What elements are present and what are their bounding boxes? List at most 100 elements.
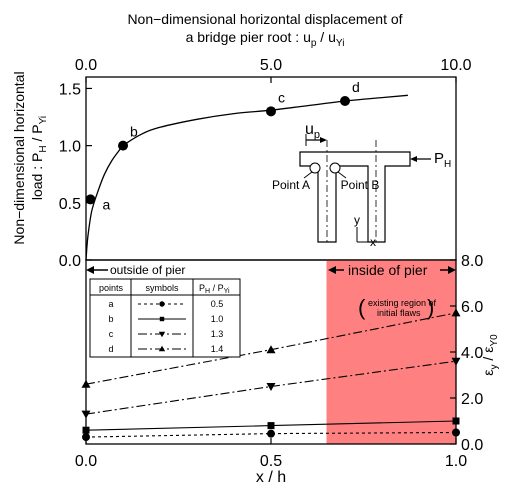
inset-axis-y-label: y <box>354 213 360 227</box>
flaws-paren-open: ( <box>358 295 366 320</box>
lower-y-label: εy / εY0 <box>480 334 500 376</box>
legend-symbol-marker-d <box>158 345 166 352</box>
flaws-label-line2: initial flaws <box>377 308 421 318</box>
strain-point-d <box>81 379 91 388</box>
upper-ylabel-line2: load : PH / PYi <box>29 116 49 200</box>
curve-point-a <box>85 194 96 205</box>
upper-title-line2-main: a bridge pier root : u <box>186 29 311 45</box>
lower-ylabel-slash: / ε <box>480 347 496 365</box>
upper-ylabel-line2-main: load : P <box>29 153 45 200</box>
lower-panel: 0.0 0.5 1.00.02.04.06.08.0 outside of pier… <box>75 253 500 486</box>
legend-header-ratio-p: P <box>199 283 205 293</box>
strain-line-a <box>85 431 457 438</box>
upper-title-slash: / u <box>316 29 335 45</box>
legend-frame <box>89 278 241 358</box>
lower-y-tick-label: 8.0 <box>461 253 483 270</box>
strain-point-d <box>266 345 276 354</box>
point-b-pointer <box>337 171 347 179</box>
legend-table: points symbols PH / PYi a 0.5 b 1.0 c 1.3 d 1.4 <box>89 278 241 358</box>
upper-panel: Non−dimensional horizontal displacement … <box>11 11 472 270</box>
legend-ratio-d: 1.4 <box>211 344 224 354</box>
inside-label: inside of pier <box>348 262 428 278</box>
lower-ticks: 0.0 0.5 1.00.02.04.06.08.0 <box>75 253 483 470</box>
upper-title-line2: a bridge pier root : up / uYi <box>186 29 345 49</box>
lower-x-tick-label: 1.0 <box>445 453 467 470</box>
flaw-region <box>326 260 456 444</box>
inside-arrow-head <box>328 266 336 274</box>
upper-ylabel-slash: / P <box>29 124 45 145</box>
curve-point-label-d: d <box>352 79 360 95</box>
point-b-label: Point B <box>341 178 380 192</box>
inset-up-sub: p <box>314 129 320 141</box>
upper-x-tick-label: 0.0 <box>75 57 97 74</box>
curve-point-c <box>266 106 276 117</box>
inset-axis-x-label: x <box>370 235 376 249</box>
strain-point-b <box>267 422 275 430</box>
inside-arrow-right-head <box>448 266 456 274</box>
curve-point-b <box>118 140 128 151</box>
legend-point-a: a <box>108 299 113 309</box>
flaws-paren-close: ) <box>427 295 434 320</box>
curve-point-label-b: b <box>130 124 138 140</box>
lower-series <box>81 308 461 442</box>
upper-x-tick-label: 10.0 <box>440 57 471 74</box>
strain-point-c <box>266 383 276 391</box>
legend-point-c: c <box>109 329 114 339</box>
inset-up-label: up <box>305 121 320 141</box>
legend-header-ratio-slash: / P <box>210 283 224 293</box>
legend-ratio-a: 0.5 <box>211 299 224 309</box>
lower-y-tick-label: 4.0 <box>461 345 483 362</box>
lower-y-tick-label: 2.0 <box>461 391 483 408</box>
outside-label: outside of pier <box>110 263 185 277</box>
inset-load-label: PH <box>434 150 451 170</box>
inset-load-main: P <box>434 150 444 167</box>
legend-header-ratio: PH / PYi <box>199 283 230 295</box>
pier-inset: up PH Point A Point B y x <box>272 121 451 249</box>
flaws-label-line1: existing region of <box>368 298 437 308</box>
lower-x-tick-label: 0.5 <box>260 453 282 470</box>
strain-point-b <box>452 417 460 425</box>
strain-point-b <box>82 426 90 434</box>
point-a-label: Point A <box>272 178 310 192</box>
strain-point-a <box>452 428 460 437</box>
lower-y-tick-label: 0.0 <box>461 437 483 454</box>
upper-series: a b c d <box>85 79 408 261</box>
strain-point-a <box>82 433 90 442</box>
strain-point-c <box>451 357 461 366</box>
lower-ylabel-main: ε <box>480 369 496 375</box>
upper-y-tick-label: 0.5 <box>59 196 81 213</box>
strain-point-d <box>451 308 461 317</box>
inset-up-main: u <box>305 121 314 138</box>
legend-ratio-b: 1.0 <box>211 314 224 324</box>
upper-y-tick-label: 1.0 <box>59 139 81 156</box>
legend-header-points: points <box>99 283 124 293</box>
upper-plot-frame <box>85 76 457 261</box>
point-b-marker <box>329 162 341 174</box>
lower-ylabel: εy / εY0 <box>480 334 500 376</box>
upper-ylabel-sub-yi: Yi <box>38 116 49 125</box>
upper-ticks: 0.0 5.0 10.0 0.0 0.5 1.0 1.5 <box>59 57 472 270</box>
legend-point-b: b <box>108 314 113 324</box>
displacement-arrow-head <box>320 137 327 143</box>
outside-arrow-head <box>86 266 94 274</box>
legend-ratio-c: 1.3 <box>211 329 224 339</box>
legend-symbol-marker-b <box>159 316 165 322</box>
legend-rows: a 0.5 b 1.0 c 1.3 d 1.4 <box>108 299 223 354</box>
upper-y-label: Non−dimensional horizontal load : PH / P… <box>11 71 49 244</box>
upper-ylabel-line1: Non−dimensional horizontal <box>11 71 27 244</box>
legend-header-symbols: symbols <box>145 283 179 293</box>
legend-header-ratio-h: H <box>205 288 210 295</box>
curve-point-label-a: a <box>102 196 110 212</box>
upper-title-sub-p: p <box>311 38 317 49</box>
point-a-marker <box>309 162 321 174</box>
strain-point-c <box>81 410 91 419</box>
lower-ylabel-sub-y0: Y0 <box>489 334 500 347</box>
legend-symbol-marker-a <box>159 301 165 307</box>
load-arrow-head <box>410 156 417 162</box>
strain-point-a <box>267 429 275 438</box>
inset-load-sub: H <box>444 159 451 170</box>
upper-x-tick-label: 5.0 <box>260 57 282 74</box>
upper-ylabel-sub-h: H <box>38 145 49 152</box>
lower-ylabel-sub-y: y <box>489 364 500 369</box>
